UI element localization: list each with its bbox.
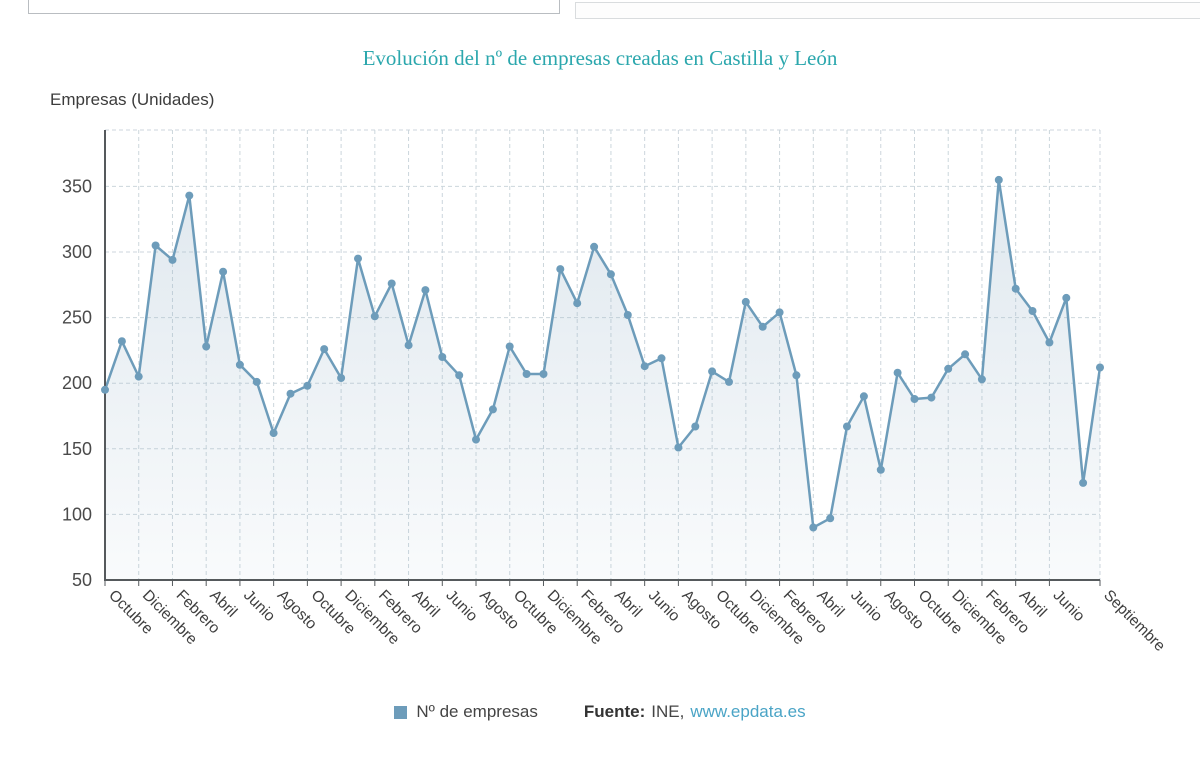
source-link[interactable]: www.epdata.es: [690, 702, 806, 721]
legend-marker-icon: [394, 705, 408, 719]
svg-text:Junio: Junio: [1050, 587, 1088, 625]
source-label: Fuente:: [583, 702, 646, 721]
legend-row: Nº de empresas Fuente: INE, www.epdata.e…: [0, 702, 1200, 722]
svg-text:Junio: Junio: [847, 587, 885, 625]
top-remnant-right: [575, 2, 1200, 19]
source-text: INE,: [651, 702, 685, 721]
svg-text:350: 350: [62, 176, 92, 196]
svg-text:250: 250: [62, 308, 92, 328]
y-axis-title: Empresas (Unidades): [50, 90, 215, 109]
legend-label: Nº de empresas: [416, 702, 538, 721]
svg-text:300: 300: [62, 242, 92, 262]
svg-text:Junio: Junio: [442, 587, 480, 625]
svg-text:50: 50: [72, 570, 92, 590]
legend-item: Nº de empresas: [394, 702, 538, 722]
top-remnant-left: [28, 0, 560, 14]
svg-text:Septiembre: Septiembre: [1100, 587, 1168, 655]
svg-text:Junio: Junio: [240, 587, 278, 625]
source-note: Fuente: INE, www.epdata.es: [584, 702, 806, 722]
svg-text:100: 100: [62, 504, 92, 524]
svg-text:200: 200: [62, 373, 92, 393]
chart-title: Evolución del nº de empresas creadas en …: [362, 46, 838, 70]
svg-text:150: 150: [62, 439, 92, 459]
svg-text:Junio: Junio: [645, 587, 683, 625]
